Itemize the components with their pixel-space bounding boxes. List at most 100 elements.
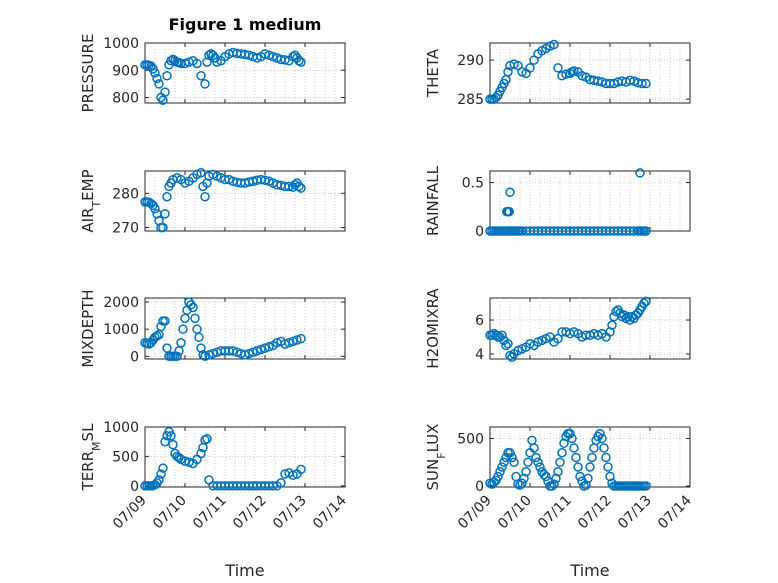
data-point (146, 61, 156, 71)
y-tick-label: 2000 (103, 295, 139, 311)
data-point (204, 350, 214, 360)
data-point (294, 181, 304, 192)
x-tick-label: 07/13 (270, 493, 310, 533)
data-point (605, 327, 615, 337)
data-point (160, 209, 170, 219)
data-point (541, 471, 551, 482)
x-axis-label: Time (569, 561, 609, 580)
data-point (192, 58, 202, 69)
data-point (196, 343, 206, 353)
data-point (178, 324, 188, 334)
series-markers (140, 297, 306, 362)
data-point (523, 457, 533, 467)
x-tick-label: 07/11 (190, 493, 230, 533)
data-point (583, 473, 593, 484)
data-point (196, 70, 206, 81)
subplot-3: 270 280 AIRTEMP (79, 167, 346, 237)
y-axis-label: PRESSURE (79, 34, 97, 113)
data-point (501, 340, 511, 351)
data-point (561, 69, 571, 79)
subplot-7: 0 500 1000 07/09 07/10 07/11 07/12 07/13 07/14 TE… (79, 420, 350, 580)
series-markers (485, 296, 651, 363)
x-tick-label: 07/14 (310, 492, 350, 532)
data-point (268, 481, 278, 491)
data-point (268, 51, 278, 62)
x-tick-label: 07/12 (230, 493, 270, 533)
data-point (296, 57, 306, 67)
data-point (553, 63, 563, 73)
data-point (597, 433, 607, 444)
data-point (166, 431, 176, 441)
data-point (641, 226, 651, 236)
data-point (208, 50, 218, 61)
y-tick-label: 270 (112, 221, 139, 237)
subplot-6: 4 6 H2OMIXRA (424, 288, 691, 369)
data-point (212, 57, 222, 67)
data-point (639, 298, 649, 308)
y-tick-label: 0 (130, 349, 139, 365)
data-point (202, 434, 212, 444)
data-point (549, 479, 559, 489)
data-point (152, 331, 162, 341)
data-point (280, 55, 290, 65)
data-point (505, 187, 515, 198)
data-point (296, 464, 306, 475)
y-axis-label: RAINFALL (424, 165, 442, 236)
series-markers (485, 168, 651, 236)
data-point (599, 443, 609, 453)
data-point (252, 346, 262, 356)
y-tick-label: 1000 (103, 322, 139, 338)
data-point (567, 433, 577, 444)
data-point (499, 457, 509, 467)
data-point (228, 346, 238, 356)
data-point (160, 87, 170, 97)
data-point (497, 330, 507, 341)
data-point (587, 452, 597, 463)
data-point (152, 73, 162, 84)
y-axis-label: MIXDEPTH (79, 289, 97, 367)
y-tick-label: 285 (457, 92, 484, 108)
data-point (260, 49, 270, 59)
y-axis-label: AIRTEMP (79, 169, 103, 232)
x-tick-label: 07/13 (615, 493, 655, 533)
data-point (150, 68, 160, 78)
data-point (158, 463, 168, 473)
data-point (495, 467, 505, 477)
series-markers (485, 428, 651, 491)
y-tick-label: 500 (112, 449, 139, 465)
data-point (244, 50, 254, 61)
data-point (200, 191, 210, 202)
data-point (244, 348, 254, 359)
data-point (581, 480, 591, 490)
data-point (172, 351, 182, 362)
subplot-8: 0 500 07/09 07/10 07/11 07/12 07/13 07/14 SUNFLU… (424, 424, 695, 580)
y-axis-label: H2OMIXRA (424, 288, 442, 369)
data-point (162, 191, 172, 202)
y-tick-label: 290 (457, 53, 484, 69)
data-point (595, 428, 605, 439)
y-tick-label: 0.5 (462, 176, 484, 192)
data-point (156, 469, 166, 479)
x-tick-label: 07/14 (655, 492, 695, 532)
data-point (280, 339, 290, 349)
data-point (284, 337, 294, 348)
data-point (260, 175, 270, 186)
data-point (549, 39, 559, 50)
data-point (176, 337, 186, 348)
data-point (553, 467, 563, 477)
data-point (509, 457, 519, 467)
data-point (264, 342, 274, 352)
data-point (515, 480, 525, 490)
data-point (264, 50, 274, 61)
data-point (292, 335, 302, 345)
data-point (186, 300, 196, 310)
series-markers (485, 39, 651, 104)
data-point (188, 302, 198, 313)
data-point (603, 462, 613, 472)
data-point (160, 316, 170, 326)
data-point (190, 313, 200, 324)
y-axis-label: SUNFLUX (424, 424, 448, 491)
data-point (194, 332, 204, 343)
data-point (284, 181, 294, 192)
